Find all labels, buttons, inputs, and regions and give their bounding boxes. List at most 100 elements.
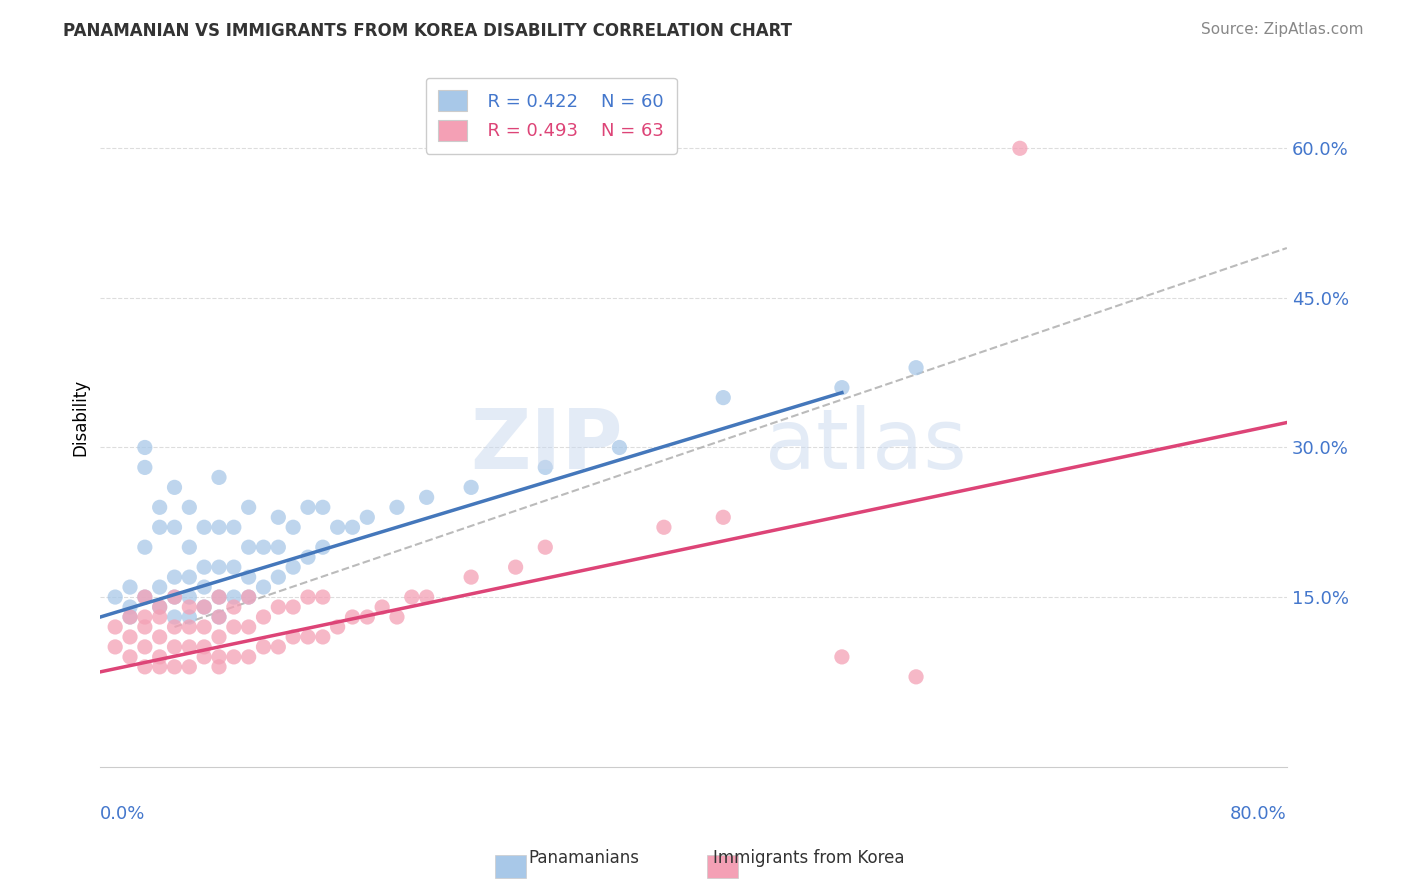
Point <box>208 520 231 534</box>
Point <box>222 520 245 534</box>
Point <box>297 550 319 565</box>
Point <box>208 630 231 644</box>
Point <box>312 500 335 515</box>
Point <box>149 600 172 615</box>
Text: Source: ZipAtlas.com: Source: ZipAtlas.com <box>1201 22 1364 37</box>
Point <box>134 540 156 554</box>
Point <box>193 560 215 574</box>
Point <box>179 660 201 674</box>
Point <box>208 610 231 624</box>
Point <box>118 630 141 644</box>
Point <box>134 610 156 624</box>
Point <box>342 610 364 624</box>
Point <box>238 620 260 634</box>
Point <box>252 540 274 554</box>
Point <box>149 500 172 515</box>
Point <box>149 649 172 664</box>
Point <box>104 620 127 634</box>
Point <box>238 649 260 664</box>
Point <box>222 600 245 615</box>
Point <box>326 520 349 534</box>
Point <box>179 590 201 604</box>
Point <box>193 600 215 615</box>
Text: 0.0%: 0.0% <box>100 805 146 823</box>
Point <box>415 491 437 505</box>
Point <box>460 480 482 494</box>
Point <box>104 640 127 654</box>
Text: ZIP: ZIP <box>470 405 623 486</box>
Point <box>297 630 319 644</box>
Point <box>179 610 201 624</box>
Point <box>163 590 186 604</box>
Point <box>267 640 290 654</box>
Point <box>905 670 928 684</box>
Point <box>118 610 141 624</box>
Text: 80.0%: 80.0% <box>1230 805 1286 823</box>
Point <box>283 600 305 615</box>
Point <box>193 600 215 615</box>
Point <box>118 610 141 624</box>
Point <box>149 580 172 594</box>
Point <box>831 649 853 664</box>
Point <box>283 520 305 534</box>
Point <box>356 610 378 624</box>
Point <box>118 580 141 594</box>
Point <box>312 540 335 554</box>
Point <box>208 649 231 664</box>
Point <box>905 360 928 375</box>
Point <box>711 510 734 524</box>
Point <box>1008 141 1031 155</box>
Text: atlas: atlas <box>765 405 966 486</box>
Point <box>134 441 156 455</box>
Y-axis label: Disability: Disability <box>72 379 89 456</box>
Legend:   R = 0.422    N = 60,   R = 0.493    N = 63: R = 0.422 N = 60, R = 0.493 N = 63 <box>426 78 676 153</box>
Point <box>149 660 172 674</box>
Point <box>104 590 127 604</box>
Point <box>149 600 172 615</box>
Point <box>163 590 186 604</box>
Point <box>238 540 260 554</box>
Point <box>208 470 231 484</box>
Point <box>238 590 260 604</box>
Point <box>312 630 335 644</box>
Point <box>534 460 557 475</box>
Point <box>385 610 408 624</box>
Point <box>118 600 141 615</box>
Point <box>238 570 260 584</box>
Point <box>534 540 557 554</box>
Point <box>193 520 215 534</box>
Point <box>283 630 305 644</box>
Point <box>371 600 394 615</box>
Point <box>312 590 335 604</box>
Point <box>149 610 172 624</box>
Point <box>238 500 260 515</box>
Point <box>267 600 290 615</box>
Text: Panamanians: Panamanians <box>529 849 638 867</box>
Point <box>267 570 290 584</box>
Text: PANAMANIAN VS IMMIGRANTS FROM KOREA DISABILITY CORRELATION CHART: PANAMANIAN VS IMMIGRANTS FROM KOREA DISA… <box>63 22 792 40</box>
Point <box>134 590 156 604</box>
Point <box>326 620 349 634</box>
Point <box>179 540 201 554</box>
Point <box>134 590 156 604</box>
Point <box>267 510 290 524</box>
Point <box>163 640 186 654</box>
Point <box>149 520 172 534</box>
Point <box>208 590 231 604</box>
Point <box>208 610 231 624</box>
Point <box>163 520 186 534</box>
Point <box>163 660 186 674</box>
Point <box>163 480 186 494</box>
Point <box>401 590 423 604</box>
Point <box>831 381 853 395</box>
Point <box>342 520 364 534</box>
Point <box>297 590 319 604</box>
Point <box>149 630 172 644</box>
Point <box>134 460 156 475</box>
Point <box>193 580 215 594</box>
Point <box>356 510 378 524</box>
Point <box>163 570 186 584</box>
Point <box>179 600 201 615</box>
Point <box>179 640 201 654</box>
Point <box>609 441 631 455</box>
